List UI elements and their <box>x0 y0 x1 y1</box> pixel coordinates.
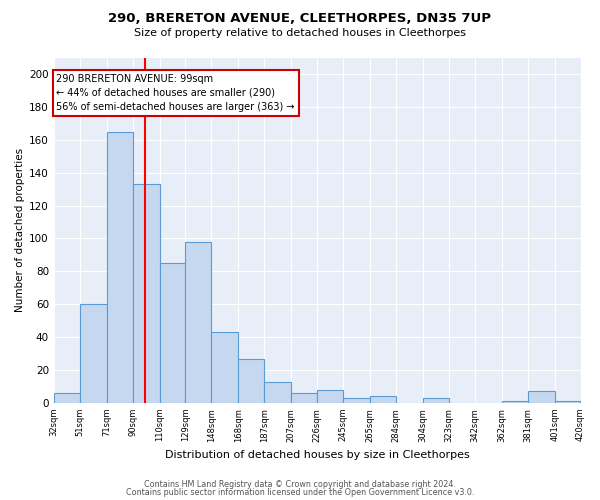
Bar <box>370 396 396 403</box>
Bar <box>107 132 133 403</box>
Y-axis label: Number of detached properties: Number of detached properties <box>15 148 25 312</box>
Bar <box>264 382 292 403</box>
Bar <box>133 184 160 403</box>
Bar <box>185 242 211 403</box>
Bar <box>238 358 264 403</box>
Text: 290, BRERETON AVENUE, CLEETHORPES, DN35 7UP: 290, BRERETON AVENUE, CLEETHORPES, DN35 … <box>109 12 491 26</box>
Bar <box>423 398 449 403</box>
Bar <box>80 304 107 403</box>
Text: Contains public sector information licensed under the Open Government Licence v3: Contains public sector information licen… <box>126 488 474 497</box>
Bar <box>343 398 370 403</box>
X-axis label: Distribution of detached houses by size in Cleethorpes: Distribution of detached houses by size … <box>165 450 470 460</box>
Bar <box>160 263 185 403</box>
Bar <box>292 393 317 403</box>
Text: 290 BRERETON AVENUE: 99sqm
← 44% of detached houses are smaller (290)
56% of sem: 290 BRERETON AVENUE: 99sqm ← 44% of deta… <box>56 74 295 112</box>
Bar <box>211 332 238 403</box>
Bar <box>317 390 343 403</box>
Bar <box>54 393 80 403</box>
Bar <box>555 402 580 403</box>
Text: Size of property relative to detached houses in Cleethorpes: Size of property relative to detached ho… <box>134 28 466 38</box>
Bar <box>502 402 527 403</box>
Text: Contains HM Land Registry data © Crown copyright and database right 2024.: Contains HM Land Registry data © Crown c… <box>144 480 456 489</box>
Bar <box>527 392 555 403</box>
